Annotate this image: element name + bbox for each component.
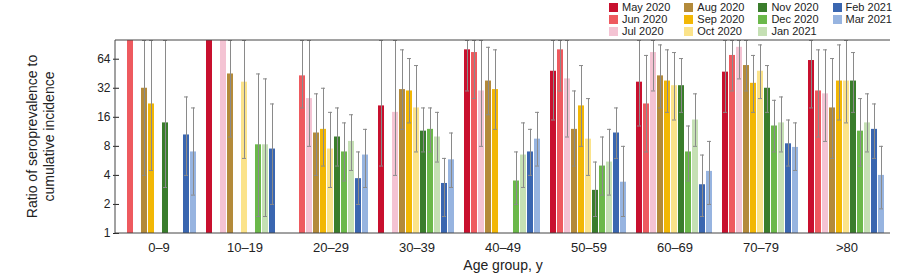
- svg-text:>80: >80: [836, 240, 858, 255]
- svg-text:70–79: 70–79: [743, 240, 779, 255]
- html-text:Nov 2020: Nov 2020: [771, 1, 819, 13]
- html-text:Sep 2020: Sep 2020: [697, 13, 745, 25]
- svg-text:50–59: 50–59: [571, 240, 607, 255]
- svg-text:0–9: 0–9: [148, 240, 170, 255]
- svg-text:30–39: 30–39: [399, 240, 435, 255]
- svg-text:32: 32: [97, 81, 111, 95]
- html-text:Mar 2021: Mar 2021: [845, 13, 892, 25]
- html-text:Feb 2021: Feb 2021: [845, 1, 892, 13]
- html-text:Jun 2020: Jun 2020: [622, 13, 668, 25]
- svg-text:Ratio of seroprevalence tocumu: Ratio of seroprevalence tocumulative inc…: [24, 55, 57, 219]
- svg-text:60–69: 60–69: [657, 240, 693, 255]
- svg-text:20–29: 20–29: [313, 240, 349, 255]
- svg-text:Age group, y: Age group, y: [463, 257, 542, 273]
- html-text:Jan 2021: Jan 2021: [771, 25, 817, 37]
- svg-text:1: 1: [104, 226, 111, 240]
- html-text:Oct 2020: Oct 2020: [697, 25, 742, 37]
- svg-text:64: 64: [97, 52, 111, 66]
- html-text:Jul 2020: Jul 2020: [622, 25, 664, 37]
- svg-text:10–19: 10–19: [227, 240, 263, 255]
- svg-text:2: 2: [104, 197, 111, 211]
- svg-text:8: 8: [104, 139, 111, 153]
- svg-text:16: 16: [97, 110, 111, 124]
- html-text:Aug 2020: Aug 2020: [697, 1, 745, 13]
- html-text:Dec 2020: Dec 2020: [771, 13, 819, 25]
- html-text:May 2020: May 2020: [622, 1, 671, 13]
- svg-text:4: 4: [104, 168, 111, 182]
- svg-text:40–49: 40–49: [485, 240, 521, 255]
